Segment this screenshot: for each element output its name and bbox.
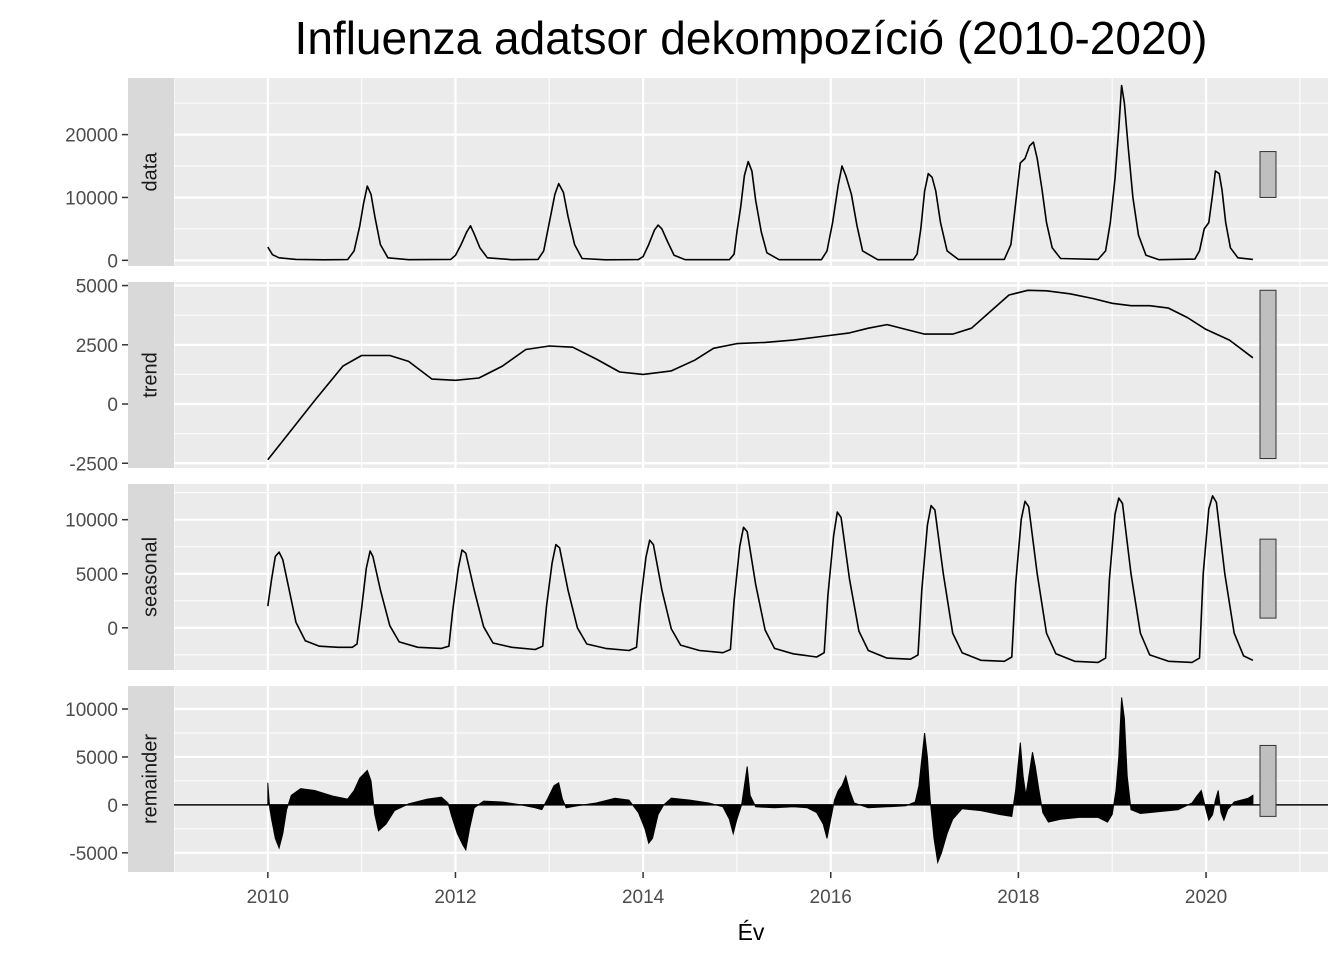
x-axis-title: Év	[738, 919, 765, 945]
panel-trend: -2500 0 2500 5000 trend	[69, 277, 1328, 475]
panel-seasonal: 0 5000 10000 seasonal	[65, 484, 1328, 670]
x-axis: 2010 2012 2014 2016 2018 2020	[247, 872, 1227, 908]
x-tick-label: 2010	[247, 887, 289, 908]
x-tick-label: 2016	[810, 887, 852, 908]
y-tick-label: 0	[107, 395, 118, 416]
y-tick-label: 0	[107, 619, 118, 640]
y-tick-label: -2500	[69, 454, 118, 475]
x-tick-label: 2020	[1185, 887, 1227, 908]
range-bar	[1259, 151, 1277, 198]
seasonal-series-line	[267, 495, 1254, 664]
x-tick-label: 2012	[434, 887, 476, 908]
panel-background	[174, 686, 1328, 872]
facet-strip-label: data	[139, 152, 161, 192]
y-tick-label: 0	[107, 796, 118, 817]
y-tick-label: 10000	[65, 188, 118, 209]
facet-strip-label: trend	[139, 352, 161, 398]
y-tick-label: 10000	[65, 700, 118, 721]
facet-strip	[128, 282, 174, 468]
range-bar	[1259, 744, 1277, 817]
x-tick-label: 2018	[997, 887, 1039, 908]
panel-remainder: -5000 0 5000 10000 remainder	[65, 686, 1328, 872]
x-tick-label: 2014	[622, 887, 665, 908]
remainder-bars	[267, 697, 1254, 865]
facet-strip	[128, 686, 174, 872]
y-tick-label: 20000	[65, 126, 118, 147]
y-tick-label: 5000	[76, 277, 118, 298]
facet-strip	[128, 78, 174, 266]
y-tick-label: 5000	[76, 748, 118, 769]
panel-background	[174, 282, 1328, 468]
y-tick-label: 10000	[65, 511, 118, 532]
facet-strip-label: remainder	[139, 734, 161, 824]
y-tick-label: 5000	[76, 565, 118, 586]
facet-strip	[128, 484, 174, 670]
trend-series-line	[267, 289, 1254, 461]
range-bar	[1259, 289, 1277, 460]
y-tick-label: 0	[107, 251, 118, 272]
panel-data: 0 10000 20000 data	[65, 78, 1328, 272]
data-series-line	[267, 84, 1253, 261]
y-tick-label: 2500	[76, 336, 118, 357]
panel-background	[174, 484, 1328, 670]
facet-panels: 0 10000 20000 data -2500 0 2500 5000 trend 0 5000 1…	[65, 78, 1328, 872]
chart-title: Influenza adatsor dekompozíció (2010-202…	[295, 12, 1208, 64]
panel-background	[174, 78, 1328, 266]
y-tick-label: -5000	[69, 844, 118, 865]
range-bar	[1259, 538, 1277, 619]
facet-strip-label: seasonal	[139, 537, 161, 617]
